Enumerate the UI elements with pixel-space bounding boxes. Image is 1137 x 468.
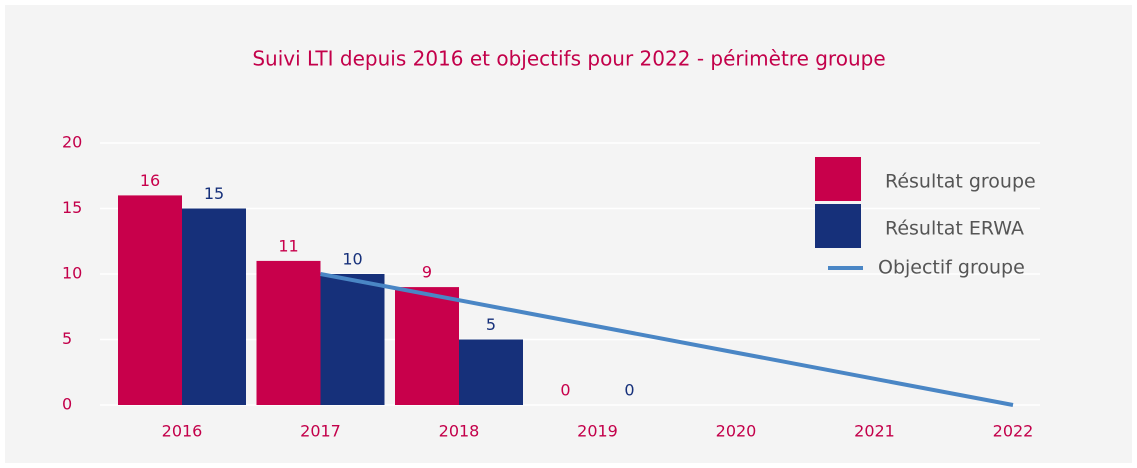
x-tick-label: 2021: [854, 422, 895, 441]
legend-swatch: [815, 157, 861, 201]
bar: [395, 287, 459, 405]
x-tick-label: 2020: [716, 422, 757, 441]
x-tick-label: 2019: [577, 422, 618, 441]
objective-line: [320, 272, 1014, 407]
data-label: 15: [204, 184, 224, 203]
y-tick-label: 0: [62, 395, 72, 414]
legend-label: Objectif groupe: [878, 257, 1025, 279]
y-tick-label: 5: [62, 329, 72, 348]
legend-label: Résultat groupe: [885, 171, 1036, 193]
bar: [459, 339, 523, 405]
data-label: 0: [624, 381, 634, 400]
data-label: 16: [140, 171, 160, 190]
y-tick-label: 10: [62, 264, 82, 283]
bar: [182, 208, 246, 405]
y-tick-label: 15: [62, 198, 82, 217]
y-tick-label: 20: [62, 133, 82, 152]
x-tick-label: 2017: [300, 422, 341, 441]
data-label: 11: [278, 236, 298, 255]
chart-title: Suivi LTI depuis 2016 et objectifs pour …: [252, 47, 885, 71]
bar: [320, 274, 385, 405]
data-label: 5: [486, 315, 496, 334]
data-label: 0: [560, 381, 570, 400]
x-tick-label: 2016: [162, 422, 203, 441]
data-label: 10: [342, 250, 362, 269]
legend-swatch: [815, 204, 861, 248]
data-label: 9: [422, 263, 432, 282]
bar: [256, 260, 321, 405]
x-tick-label: 2018: [439, 422, 480, 441]
bar: [118, 195, 182, 405]
x-tick-label: 2022: [993, 422, 1034, 441]
legend-label: Résultat ERWA: [885, 218, 1024, 240]
